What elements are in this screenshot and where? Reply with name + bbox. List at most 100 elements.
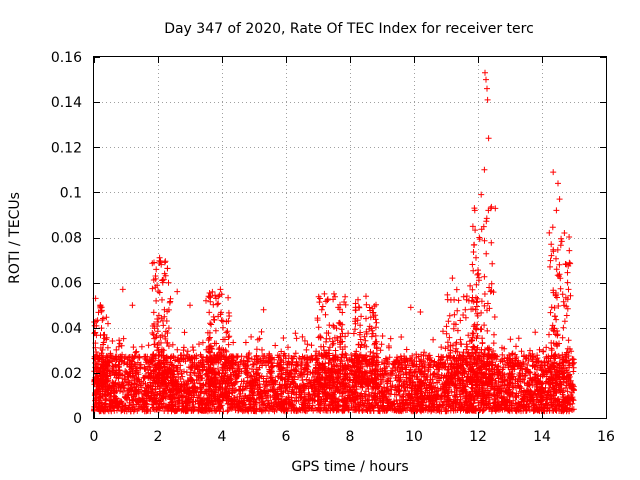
data-point (190, 347, 197, 354)
data-point (134, 359, 141, 366)
data-point (272, 342, 279, 349)
data-point (130, 344, 137, 351)
data-point (301, 337, 308, 344)
data-point (495, 363, 502, 369)
data-point (509, 351, 515, 358)
data-point (132, 349, 139, 356)
data-point (162, 258, 169, 265)
chart-title: Day 347 of 2020, Rate Of TEC Index for r… (164, 21, 534, 37)
data-point (398, 334, 405, 340)
data-point (386, 354, 393, 361)
data-point (261, 381, 268, 388)
data-point (113, 346, 120, 353)
data-point (259, 346, 265, 353)
data-point (169, 341, 176, 348)
data-point (153, 266, 160, 273)
data-point (120, 335, 127, 342)
data-point (160, 322, 167, 329)
data-point (133, 348, 140, 355)
data-point (527, 347, 533, 354)
data-point (308, 342, 315, 349)
data-points (91, 69, 577, 415)
data-point (537, 364, 544, 371)
data-point (532, 359, 539, 366)
data-point (264, 373, 270, 380)
data-point (154, 328, 161, 335)
data-point (518, 348, 525, 355)
data-point (174, 346, 181, 353)
data-point (378, 341, 385, 348)
data-point (345, 330, 352, 337)
grid-lines (94, 57, 606, 418)
data-point (100, 315, 106, 322)
data-point (159, 296, 165, 303)
data-point (155, 288, 162, 295)
data-point (387, 335, 394, 342)
data-point (515, 335, 522, 342)
data-point (262, 406, 269, 413)
data-point (293, 335, 300, 342)
data-point (181, 329, 188, 336)
data-point (169, 362, 176, 369)
data-point (507, 336, 514, 343)
data-point (145, 342, 152, 349)
data-point (116, 337, 123, 344)
data-point (280, 335, 287, 341)
data-point (269, 363, 276, 370)
data-point (524, 362, 531, 368)
data-point (104, 344, 111, 351)
data-point (116, 367, 123, 373)
data-point (428, 357, 435, 364)
data-point (532, 329, 539, 336)
data-point (543, 373, 550, 380)
data-point (292, 350, 299, 357)
data-point (196, 341, 202, 348)
data-point (403, 346, 410, 353)
data-point (184, 348, 191, 355)
data-point (303, 346, 310, 353)
data-point (543, 344, 550, 351)
data-point (513, 343, 519, 350)
data-point (103, 314, 110, 321)
data-point (377, 347, 384, 354)
data-point (149, 285, 156, 292)
data-point (342, 350, 349, 357)
data-point (199, 339, 206, 346)
data-point (130, 355, 137, 362)
data-point (164, 265, 171, 272)
data-point (430, 336, 437, 343)
data-point (258, 328, 265, 335)
data-point (116, 340, 123, 347)
data-point (379, 333, 386, 339)
data-point (304, 341, 311, 348)
data-point (258, 373, 265, 380)
data-point (551, 352, 558, 359)
data-point (170, 354, 177, 361)
data-point (253, 346, 260, 353)
data-point (285, 344, 291, 351)
data-point (421, 349, 428, 356)
data-point (99, 317, 106, 323)
data-point (439, 364, 446, 371)
data-point (189, 344, 196, 351)
data-point (366, 392, 373, 399)
data-point (386, 390, 393, 397)
data-point (242, 339, 249, 346)
data-point (446, 334, 453, 341)
data-point (303, 376, 310, 383)
data-point (109, 338, 116, 344)
data-point (490, 340, 497, 347)
data-point (150, 309, 157, 316)
data-point (438, 344, 445, 351)
data-point (153, 297, 160, 304)
data-point (138, 343, 145, 350)
data-point (105, 320, 111, 327)
data-point (540, 348, 547, 355)
data-point (215, 387, 222, 394)
data-point (167, 298, 174, 305)
data-point (248, 333, 255, 340)
data-point (165, 325, 172, 332)
data-point (350, 330, 357, 337)
data-point (389, 370, 396, 377)
